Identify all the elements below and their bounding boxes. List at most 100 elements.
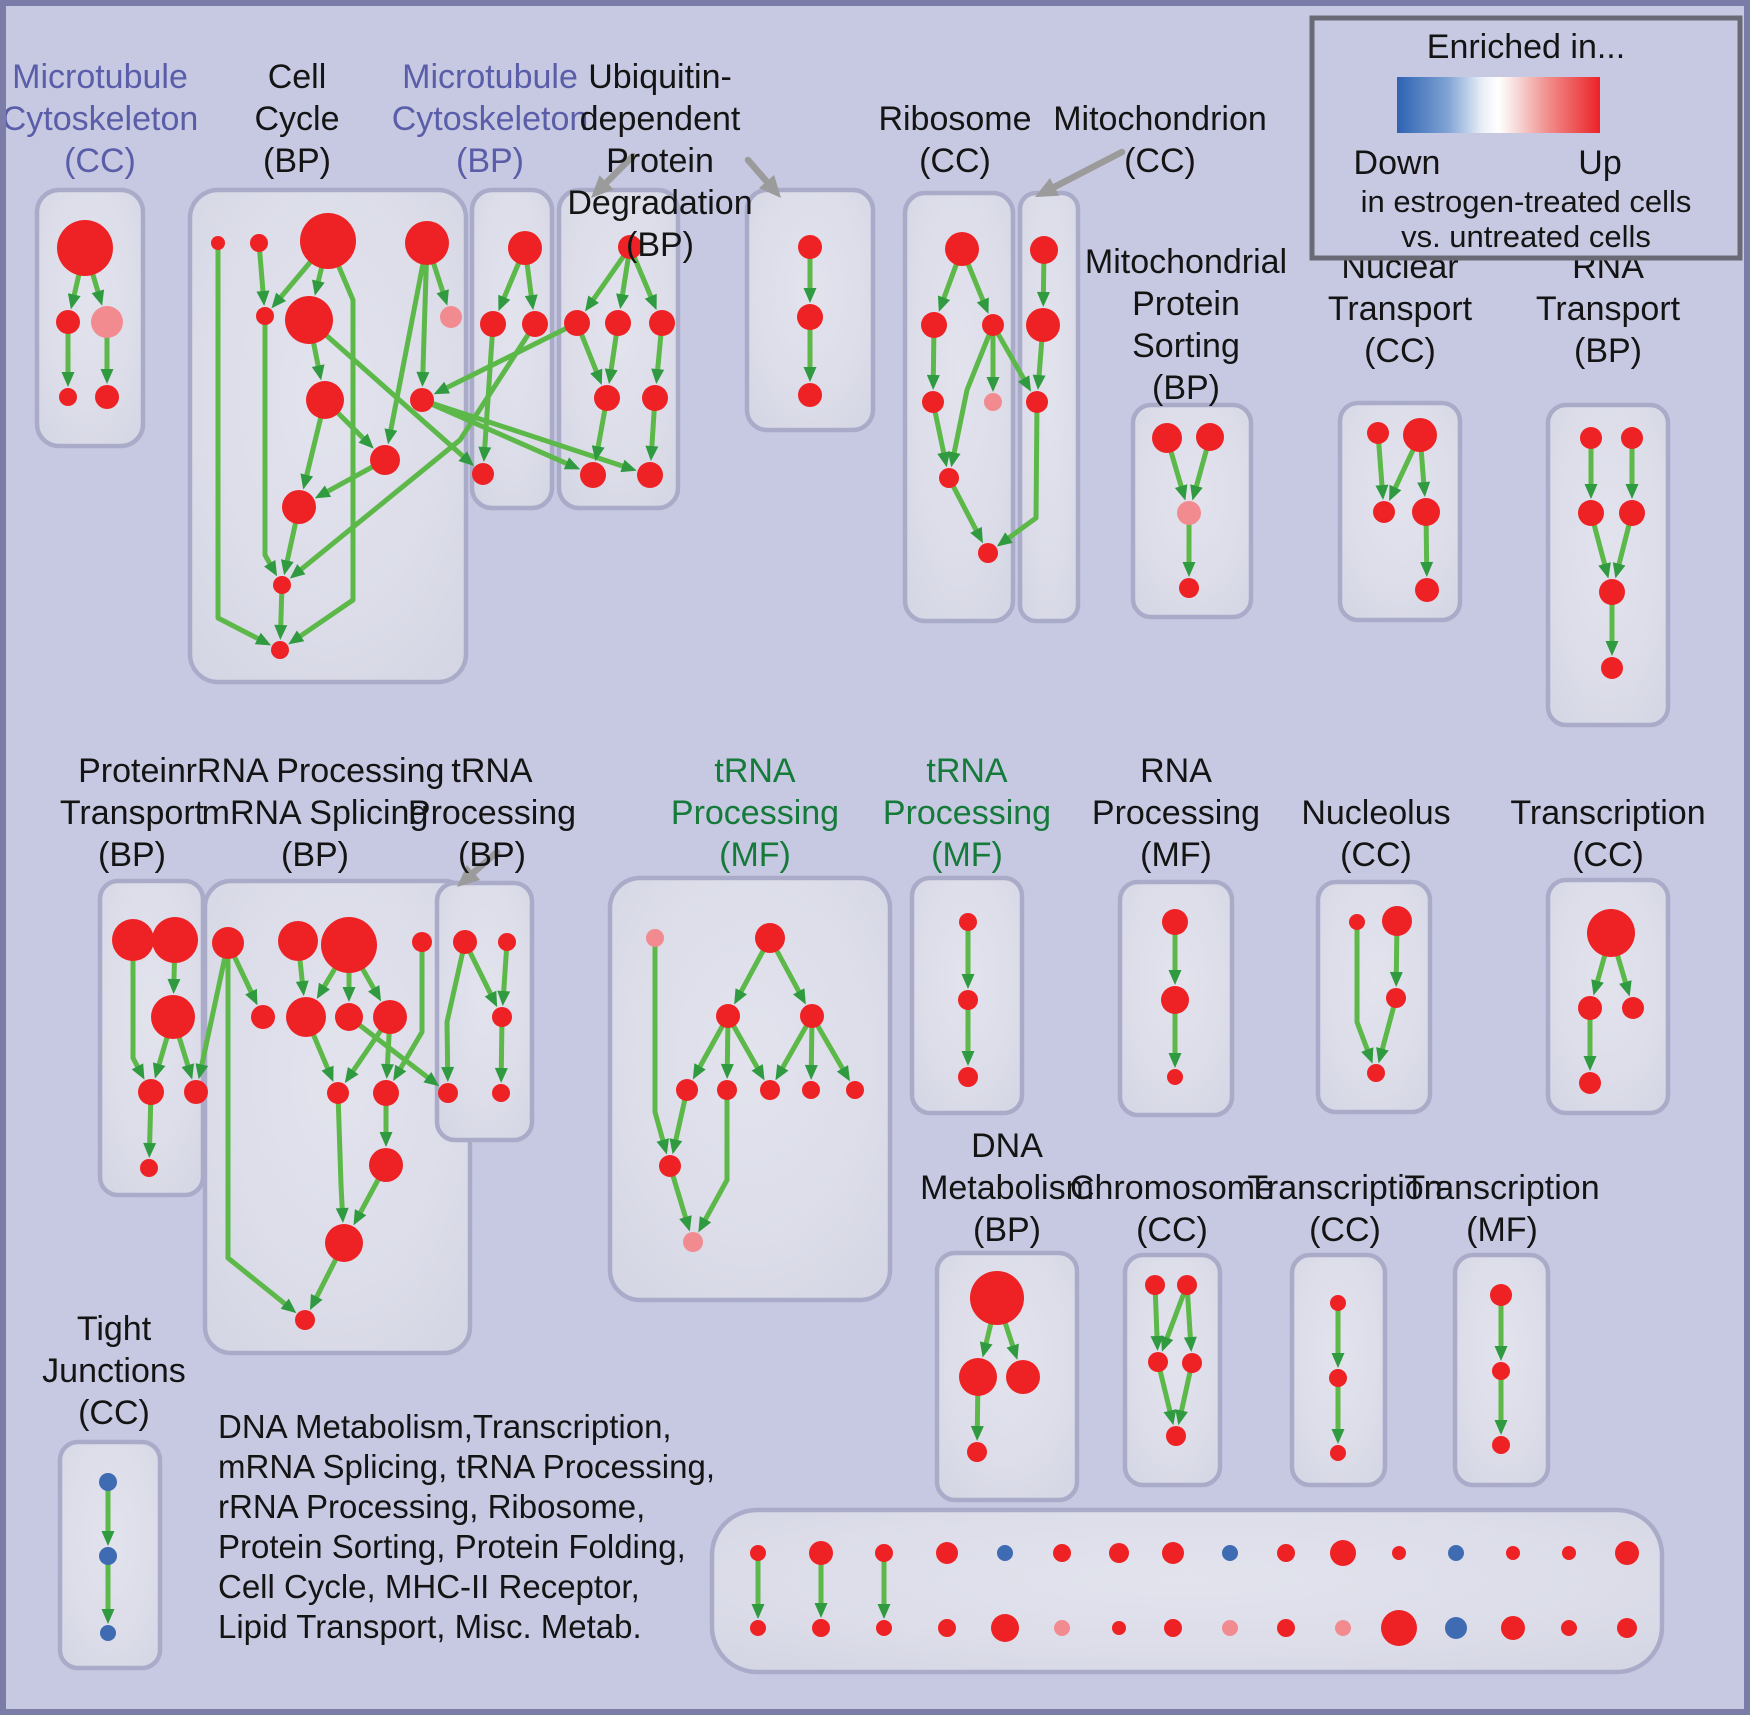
edge-tq2-tq3-head [497, 990, 511, 1007]
node-dm3 [1006, 1360, 1040, 1394]
node-mbp2 [480, 311, 506, 337]
node-tm2 [716, 1004, 740, 1028]
edge-dm1-dm3-head [1006, 1343, 1019, 1360]
label-tight-junctions-line2: (CC) [78, 1394, 150, 1432]
edge-mit2-mit3-head [1032, 374, 1046, 391]
edge-cc_c-cc_e-head [271, 292, 287, 309]
edge-nt4-nt5-head [1420, 561, 1434, 578]
edge-rr_h-rr_j-head [381, 1063, 395, 1080]
edge-rr_h-rr_i-head [344, 1067, 359, 1084]
text-block-line0: DNA Metabolism,Transcription, [218, 1408, 672, 1445]
edge-mbp2-mbp4-shaft [482, 321, 496, 452]
node-rt1 [1580, 427, 1602, 449]
label-nuclear-transport-line2: (CC) [1364, 332, 1436, 370]
edge-t3_1-t3_2-head [1494, 1346, 1508, 1361]
edge-cc_c-cc_m-shaft [296, 238, 356, 640]
label-ubiquitin-line1: dependent [580, 100, 741, 138]
node-ub2a [564, 310, 590, 336]
box-chromosome [1122, 1252, 1223, 1488]
edge-pt2-pt3-head [167, 978, 181, 995]
node-tm4 [676, 1079, 698, 1101]
edge-nu2-nu3-head [1389, 971, 1403, 988]
edge-rr_d-rr_j-head [393, 1064, 407, 1081]
node-tq4 [438, 1083, 458, 1103]
node-bbt3 [936, 1542, 958, 1564]
legend-down-label: Down [1354, 144, 1441, 182]
node-cc_d [405, 221, 449, 265]
edge-dm2-dm4-head [970, 1425, 984, 1442]
node-t3_3 [1492, 1436, 1510, 1454]
edge-t3_2-t3_3-head [1494, 1420, 1508, 1435]
edge-tq1-tq4-head [441, 1066, 455, 1083]
label-rna-transport-line2: (BP) [1574, 332, 1642, 370]
node-ch3 [1148, 1352, 1168, 1372]
node-mbp3 [522, 311, 548, 337]
edge-rr_g-tq4-head [423, 1072, 440, 1087]
node-rt3 [1578, 500, 1604, 526]
edge-cc_l-cc_m-head [274, 624, 288, 641]
node-uq3 [798, 383, 822, 407]
edge-ub2a-cc_i-head [433, 381, 450, 395]
text-block-line2: rRNA Processing, Ribosome, [218, 1488, 645, 1525]
node-rr_c [321, 917, 377, 973]
label-nucleolus-line1: (CC) [1340, 836, 1412, 874]
node-ch4 [1182, 1353, 1202, 1373]
node-tm8 [846, 1081, 864, 1099]
label-rna-processing-mf-line2: (MF) [1140, 836, 1212, 874]
edge-rr_a-pt5-head [195, 1063, 209, 1080]
node-ms4 [1179, 578, 1199, 598]
label-ubiquitin-line0: Ubiquitin- [588, 58, 732, 96]
node-cc_g [440, 306, 462, 328]
edge-cc_f-mbp4-shaft [306, 317, 467, 460]
node-rp2 [1161, 986, 1189, 1014]
node-tm1 [755, 923, 785, 953]
label-microtubule-bp-line1: Cytoskeleton [392, 100, 589, 138]
edge-tj2-tj3-head [101, 1609, 115, 1624]
node-rr_a [212, 927, 244, 959]
edge-ch4-ch5-head [1175, 1409, 1188, 1426]
node-bbb3 [938, 1619, 956, 1637]
edge-nt1-nt3-head [1375, 484, 1389, 501]
node-cc_b [250, 234, 268, 252]
node-tc2 [1578, 996, 1602, 1020]
edge-cc_a-cc_m-shaft [215, 240, 263, 642]
node-tm0 [646, 929, 664, 947]
edge-tm3-tm6-head [775, 1064, 789, 1081]
edge-rib1-rib2-head [937, 295, 951, 312]
node-pt2 [152, 917, 198, 963]
edge-tm4-tm9-head [669, 1138, 683, 1155]
edge-rt3-rt5-head [1598, 562, 1611, 579]
edge-ms3-ms4-head [1182, 562, 1196, 577]
label-trna-mf-small-line2: (MF) [931, 836, 1003, 874]
label-trna-mf-small-line1: Processing [883, 794, 1051, 832]
label-rna-processing-mf-line1: Processing [1092, 794, 1260, 832]
node-mbp4 [472, 463, 494, 485]
edge-tm0-tm9-head [656, 1138, 670, 1155]
pointer-arrow-0-shaft [601, 152, 637, 188]
label-microtubule-cc-line1: Cytoskeleton [2, 100, 199, 138]
node-bbt15 [1615, 1541, 1639, 1565]
node-tj2 [99, 1547, 117, 1565]
node-bbt10 [1330, 1540, 1356, 1566]
label-mitochondrion-line1: (CC) [1124, 142, 1196, 180]
node-pt1 [112, 919, 154, 961]
label-nuclear-transport-line1: Transport [1328, 290, 1473, 328]
node-bbt8 [1222, 1545, 1238, 1561]
node-bbb12 [1445, 1617, 1467, 1639]
edge-tm5-tm10-head [698, 1216, 712, 1233]
edge-cc_i-ub4b-shaft [419, 397, 627, 470]
box-transcription-cc-mid [1545, 877, 1671, 1116]
edge-tj1-tj2-head [101, 1531, 115, 1546]
edge-rib4-rib6-head [937, 451, 951, 468]
edge-mbp3-cc_l-head [289, 564, 306, 579]
edge-cc_d-cc_g-head [436, 289, 449, 306]
text-block-line4: Cell Cycle, MHC-II Receptor, [218, 1568, 640, 1605]
edge-nu1-nu4-head [1361, 1047, 1374, 1064]
edge-cc_c-cc_f-head [312, 279, 325, 296]
node-bbt9 [1277, 1544, 1295, 1562]
edge-rib3-rib5-head [986, 377, 1000, 392]
label-microtubule-cc-line0: Microtubule [12, 58, 188, 96]
label-dna-metabolism-line2: (BP) [973, 1211, 1041, 1249]
label-trna-mf-large-line0: tRNA [714, 752, 796, 790]
